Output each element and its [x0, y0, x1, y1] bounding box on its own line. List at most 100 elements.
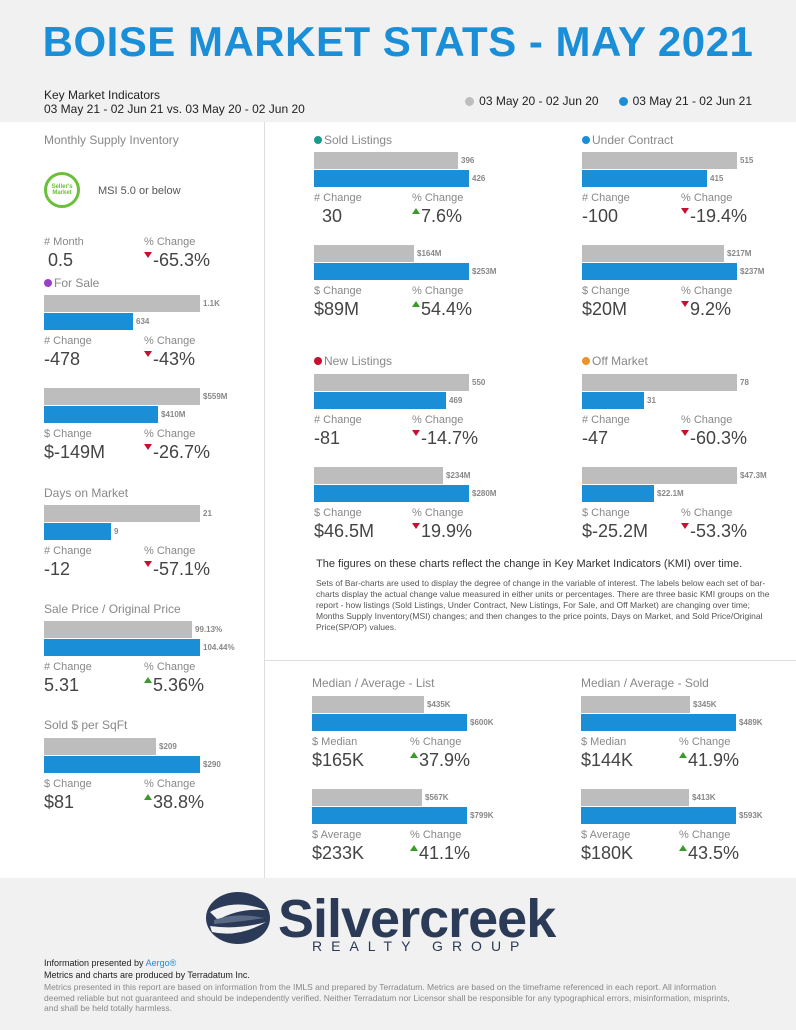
sold-count-curr-bar: [314, 170, 469, 187]
med-list-val-1: $165K: [312, 750, 365, 770]
med-sold-title: Median / Average - Sold: [581, 676, 709, 690]
uc-volume-prev-label: $217M: [727, 249, 752, 258]
dom-val-1: -12: [44, 559, 71, 579]
nl-volume-prev-bar: [314, 467, 443, 484]
sold-vol-val-2: 54.4%: [412, 299, 472, 320]
legend-curr: 03 May 21 - 02 Jun 21: [618, 94, 752, 108]
med-list-val-2-text: 37.9%: [419, 750, 471, 770]
down-arrow-icon: [681, 430, 689, 436]
sqft-curr-label: $290: [203, 760, 221, 769]
produced-by: Metrics and charts are produced by Terra…: [44, 970, 250, 980]
sqft-val-2: 38.8%: [144, 792, 204, 813]
for-sale-count-prev-label: 1.1K: [203, 299, 220, 308]
om-val-2-text: -60.3%: [690, 428, 748, 448]
med-sold-average-curr-bar: [581, 807, 736, 824]
for-sale-vol-lbl-1: $ Change: [44, 428, 92, 440]
uc-title-text: Under Contract: [592, 133, 674, 147]
description-sub: Sets of Bar-charts are used to display t…: [316, 578, 770, 632]
aergo-link[interactable]: Aergo®: [145, 958, 177, 968]
om-volume-prev-label: $47.3M: [740, 471, 767, 480]
nl-count-prev-bar: [314, 374, 469, 391]
uc-val-2: -19.4%: [681, 206, 747, 227]
sold-lbl-1: # Change: [314, 192, 362, 204]
sold-volume-prev-label: $164M: [417, 249, 442, 258]
legend: 03 May 20 - 02 Jun 20 03 May 21 - 02 Jun…: [465, 94, 752, 108]
spop-val-2-text: 5.36%: [153, 675, 205, 695]
sold-title: Sold Listings: [314, 133, 392, 147]
sqft-lbl-2: % Change: [144, 778, 196, 790]
nl-lbl-2: % Change: [412, 414, 464, 426]
spop-title: Sale Price / Original Price: [44, 602, 181, 616]
up-arrow-icon: [679, 752, 687, 758]
med-sold-average-prev-bar: [581, 789, 689, 806]
om-lbl-1: # Change: [582, 414, 630, 426]
uc-vol-lbl-2: % Change: [681, 285, 733, 297]
uc-count-curr-bar: [582, 170, 707, 187]
nl-title-text: New Listings: [324, 354, 393, 368]
uc-count-prev-bar: [582, 152, 737, 169]
med-sold-avg-val-2: 43.5%: [679, 843, 739, 864]
nl-title: New Listings: [314, 354, 392, 368]
sold-vol-val-2-text: 54.4%: [421, 299, 473, 319]
med-list-lbl-1: $ Median: [312, 736, 358, 748]
sold-count-prev-label: 396: [461, 156, 475, 165]
down-arrow-icon: [144, 561, 152, 567]
nl-vol-val-1: $46.5M: [314, 521, 375, 541]
sold-val-2: 7.6%: [412, 206, 462, 227]
sold-vol-val-1: $89M: [314, 299, 360, 319]
uc-vol-lbl-1: $ Change: [582, 285, 630, 297]
nl-vol-lbl-2: % Change: [412, 507, 464, 519]
dom-curr-label: 9: [114, 527, 119, 536]
presented-by: Information presented by Aergo®: [44, 958, 176, 968]
nl-vol-lbl-1: $ Change: [314, 507, 362, 519]
up-arrow-icon: [144, 794, 152, 800]
nl-vol-val-2-text: 19.9%: [421, 521, 473, 541]
msi-title: Monthly Supply Inventory: [44, 133, 179, 147]
sqft-prev-bar: [44, 738, 156, 755]
nl-count-curr-bar: [314, 392, 446, 409]
down-arrow-icon: [681, 523, 689, 529]
for-sale-lbl-1: # Change: [44, 335, 92, 347]
uc-volume-curr-label: $237M: [740, 267, 765, 276]
horizontal-divider: [265, 660, 796, 661]
uc-volume-prev-bar: [582, 245, 724, 262]
om-vol-val-2: -53.3%: [681, 521, 747, 542]
spop-lbl-1: # Change: [44, 661, 92, 673]
up-arrow-icon: [410, 752, 418, 758]
spop-val-1: 5.31: [44, 675, 80, 695]
med-sold-median-prev-label: $345K: [693, 700, 717, 709]
med-list-title: Median / Average - List: [312, 676, 435, 690]
legend-prev-dot: [465, 96, 475, 106]
down-arrow-icon: [412, 430, 420, 436]
om-title-text: Off Market: [592, 354, 648, 368]
om-val-2: -60.3%: [681, 428, 747, 449]
for-sale-vol-val-1: $-149M: [44, 442, 106, 462]
sold-dot: [314, 136, 322, 144]
om-vol-lbl-1: $ Change: [582, 507, 630, 519]
for-sale-volume-curr-bar: [44, 406, 158, 423]
om-count-curr-label: 31: [647, 396, 656, 405]
kmi-title: Key Market Indicators: [44, 88, 161, 102]
med-list-median-prev-label: $435K: [427, 700, 451, 709]
med-list-average-prev-bar: [312, 789, 422, 806]
om-vol-lbl-2: % Change: [681, 507, 733, 519]
uc-count-prev-label: 515: [740, 156, 754, 165]
uc-val-2-text: -19.4%: [690, 206, 748, 226]
for-sale-volume-prev-bar: [44, 388, 200, 405]
msi-label-1: # Month: [44, 236, 84, 248]
sold-count-prev-bar: [314, 152, 458, 169]
msi-value-2: -65.3%: [144, 250, 210, 271]
brand-subtitle: REALTY GROUP: [312, 938, 529, 954]
legend-curr-label: 03 May 21 - 02 Jun 21: [632, 94, 752, 108]
for-sale-title: For Sale: [44, 276, 99, 290]
spop-curr-bar: [44, 639, 200, 656]
kmi-range: 03 May 21 - 02 Jun 21 vs. 03 May 20 - 02…: [44, 102, 305, 116]
uc-lbl-2: % Change: [681, 192, 733, 204]
om-title: Off Market: [582, 354, 648, 368]
for-sale-count-curr-bar: [44, 313, 133, 330]
dom-prev-label: 21: [203, 509, 212, 518]
down-arrow-icon: [144, 444, 152, 450]
om-dot: [582, 357, 590, 365]
for-sale-count-curr-label: 634: [136, 317, 150, 326]
sqft-title: Sold $ per SqFt: [44, 718, 128, 732]
